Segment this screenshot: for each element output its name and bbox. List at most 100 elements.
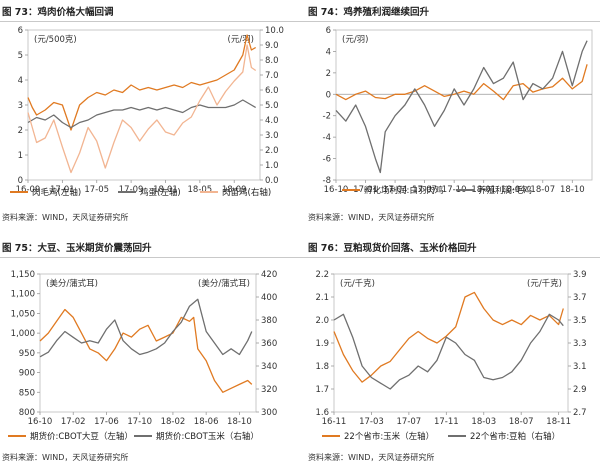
source-note: 资料来源：WIND，天风证券研究所 [308, 453, 435, 462]
y-right-tick-label: 0.0 [265, 176, 279, 186]
x-tick-label: 18-03 [471, 417, 496, 427]
chart-title: 图 75：大豆、玉米期货价震荡回升 [0, 240, 447, 258]
legend-label: 肉毛鸡(左轴) [32, 187, 81, 198]
y-left-tick-label: 3 [18, 101, 23, 111]
y-left-tick-label: 0 [18, 176, 23, 186]
y-left-tick-label: 2.0 [315, 316, 329, 326]
y-right-tick-label: 7.0 [265, 71, 279, 81]
series-line [27, 99, 257, 129]
x-tick-label: 17-05 [84, 185, 109, 195]
chart-title: 图 74：鸡养殖利润继续回升 [305, 4, 600, 22]
x-tick-label: 17-01 [353, 185, 378, 195]
y-right-tick-label: 9.0 [265, 41, 279, 51]
x-tick-label: 16-10 [28, 417, 53, 427]
x-tick-label: 17-07 [412, 185, 437, 195]
x-tick-label: 18-01 [153, 185, 178, 195]
y-right-tick-label: 3.0 [265, 131, 279, 141]
y-left-tick-label: 2 [326, 69, 331, 79]
y-right-tick-label: 2.0 [265, 146, 279, 156]
y-left-tick-label: 1,100 [11, 290, 35, 300]
y-left-tick-label: 1,050 [11, 309, 35, 319]
legend-label: 22个省市:豆粕（右轴） [470, 431, 560, 442]
y-right-tick-label: 2.9 [573, 385, 587, 395]
x-tick-label: 18-10 [560, 185, 585, 195]
y-left-tick-label: 2 [18, 126, 23, 136]
series-line [333, 291, 564, 383]
x-tick-label: 17-03 [359, 417, 384, 427]
x-tick-label: 18-07 [509, 417, 534, 427]
y-right-tick-label: 3.9 [573, 270, 587, 280]
y-right-tick-label: 360 [261, 339, 277, 349]
plot-frame [335, 29, 593, 181]
y-left-tick-label: 6 [326, 26, 331, 36]
y-left-tick-label: -6 [323, 155, 331, 165]
x-tick-label: 17-10 [442, 185, 467, 195]
x-tick-label: 18-06 [194, 417, 219, 427]
x-tick-label: 18-10 [227, 417, 252, 427]
x-tick-label: 17-02 [61, 417, 86, 427]
series-line [27, 34, 257, 131]
series-line [27, 44, 257, 174]
chart-title: 图 73：鸡肉价格大幅回调 [0, 4, 408, 22]
y-left-tick-label: 1,150 [11, 270, 35, 280]
chart-panel-75: 图 75：大豆、玉米期货价震荡回升 800 850 900 950 1,000 1,050… [0, 236, 447, 468]
y-right-tick-label: 10.0 [265, 26, 284, 36]
y-right-tick-label: 6.0 [265, 86, 279, 96]
series-line [335, 64, 588, 101]
chart-76-svg: 1.6 1.7 1.8 1.9 2.0 2.1 2.2 2.7 2.9 3.1 3.3 3.5 3.7 3… [315, 270, 587, 442]
right-unit-label: (美分/蒲式耳) [198, 278, 250, 289]
y-left-tick-label: 2.2 [315, 270, 329, 280]
legend-label: 22个省市:玉米（左轴） [344, 431, 434, 442]
series-line [39, 298, 253, 358]
x-tick-label: 18-04 [501, 185, 526, 195]
x-tick-label: 18-11 [546, 417, 571, 427]
y-right-tick-label: 8.0 [265, 56, 279, 66]
source-note: 资料来源：WIND，天风证券研究所 [308, 213, 435, 222]
y-right-tick-label: 340 [261, 362, 277, 372]
y-left-tick-label: 5 [18, 51, 23, 61]
x-tick-label: 17-11 [434, 417, 459, 427]
y-left-tick-label: 1.9 [315, 339, 329, 349]
y-left-tick-label: 1.7 [315, 385, 329, 395]
y-right-tick-label: 320 [261, 385, 277, 395]
right-unit-label: (元/羽) [228, 35, 255, 45]
y-right-tick-label: 5.0 [265, 101, 279, 111]
legend-label: 期货价:CBOT玉米（右轴） [156, 431, 259, 442]
y-left-tick-label: 2.1 [315, 293, 329, 303]
y-left-tick-label: 4 [18, 76, 23, 86]
chart-panel-74: 图 74：鸡养殖利润继续回升 -8 -6 -4 -2 0 2 4 6 16-10 17-01 17-… [305, 0, 600, 232]
y-left-tick-label: 1.8 [315, 362, 329, 372]
y-left-tick-label: 4 [326, 47, 331, 57]
x-tick-label: 17-09 [119, 185, 144, 195]
y-left-tick-label: -4 [323, 133, 331, 143]
y-right-tick-label: 2.7 [573, 408, 587, 418]
x-tick-label: 17-01 [50, 185, 75, 195]
x-tick-label: 18-09 [222, 185, 247, 195]
x-tick-label: 17-10 [127, 417, 152, 427]
y-right-tick-label: 4.0 [265, 116, 279, 126]
left-unit-label: (元/千克) [340, 278, 375, 289]
y-right-tick-label: 1.0 [265, 161, 279, 171]
chart-74-svg: -8 -6 -4 -2 0 2 4 6 16-10 17-01 17-04 17-07 17-10 18-… [323, 26, 593, 196]
chart-title: 图 76：豆粕现货价回落、玉米价格回升 [306, 240, 600, 258]
y-left-tick-label: 950 [19, 349, 35, 359]
y-right-tick-label: 3.1 [573, 362, 587, 372]
legend-label: 孵化场利润:白羽肉鸡 [364, 185, 443, 196]
x-tick-label: 18-07 [530, 185, 555, 195]
y-left-tick-label: -8 [323, 176, 331, 186]
legend-label: 肉苗鸡(右轴) [222, 187, 271, 198]
left-unit-label: (美分/蒲式耳) [46, 278, 98, 289]
y-right-tick-label: 300 [261, 408, 277, 418]
y-left-tick-label: 850 [19, 388, 35, 398]
y-right-tick-label: 3.3 [573, 339, 587, 349]
y-right-tick-label: 400 [261, 293, 277, 303]
x-tick-label: 18-02 [161, 417, 186, 427]
legend-label: 养殖利润:毛鸡 [478, 185, 532, 196]
plot-frame [333, 273, 569, 413]
y-left-tick-label: 1.6 [315, 408, 329, 418]
x-tick-label: 17-06 [94, 417, 119, 427]
y-left-tick-label: 1 [18, 151, 23, 161]
x-tick-label: 16-10 [324, 185, 349, 195]
x-tick-label: 18-01 [471, 185, 496, 195]
y-left-tick-label: 0 [326, 90, 331, 100]
